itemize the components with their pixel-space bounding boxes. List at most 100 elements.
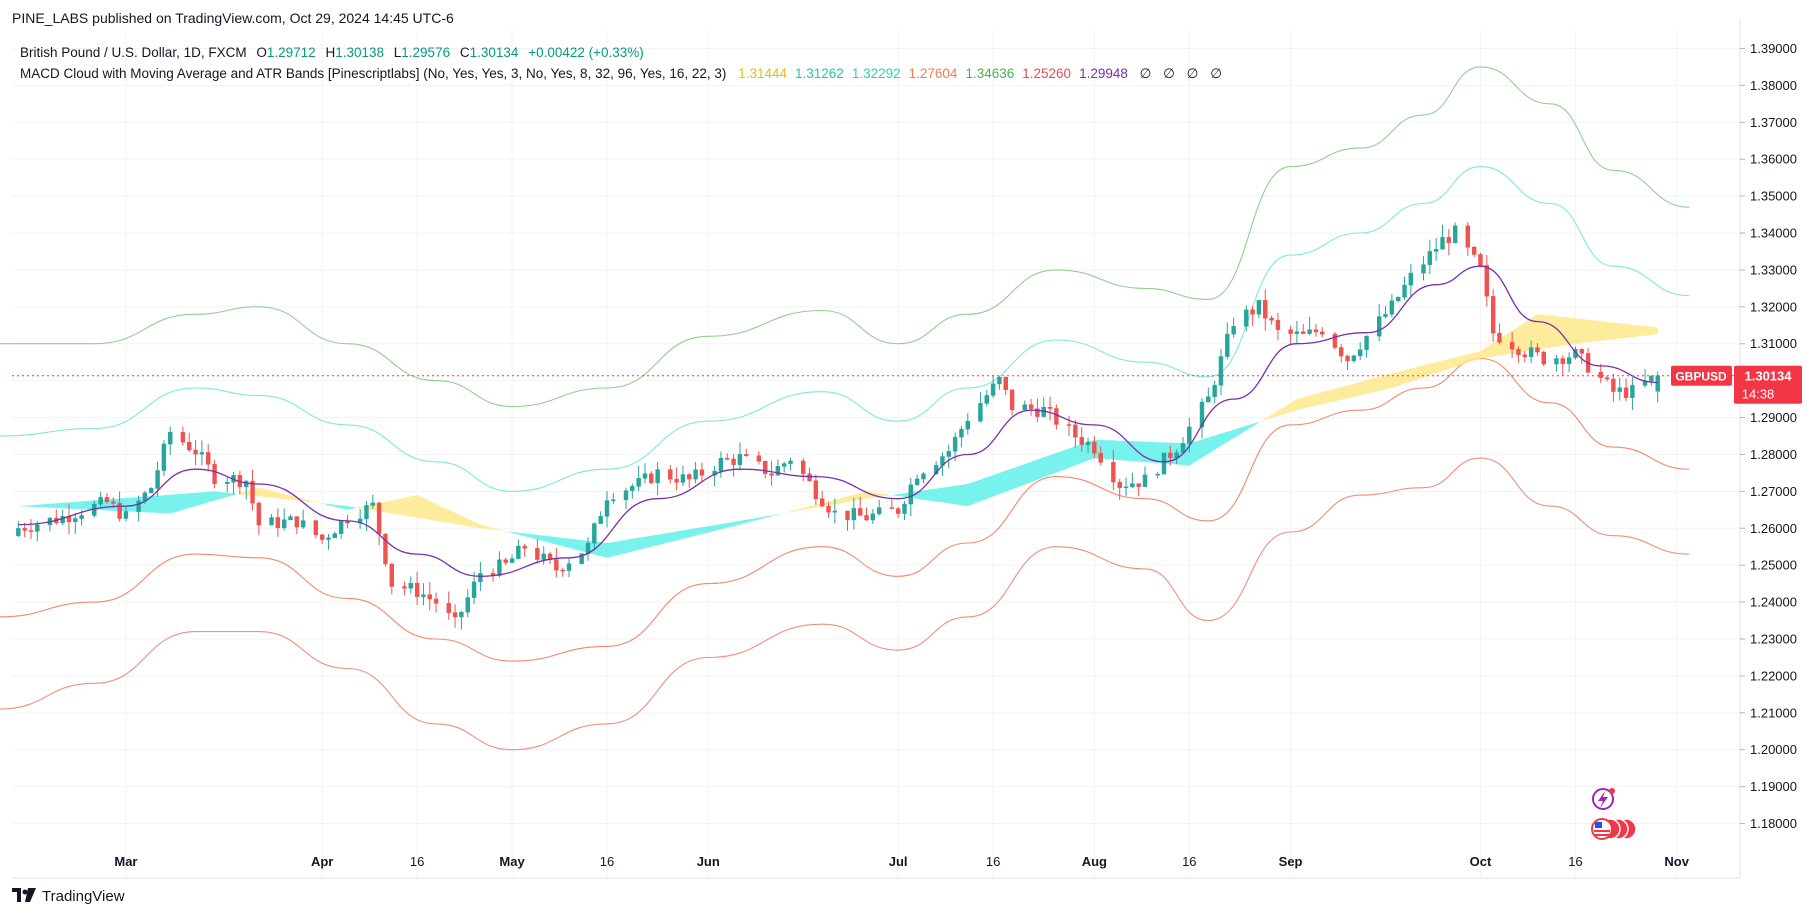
candle-body	[889, 507, 895, 509]
candle-body	[1117, 481, 1122, 488]
candlesticks	[16, 222, 1660, 630]
candle-body	[1623, 387, 1629, 398]
candle-body	[1376, 316, 1382, 337]
candle-body	[737, 454, 743, 465]
candle-body	[908, 484, 914, 505]
y-tick-label: 1.24000	[1750, 595, 1797, 610]
lightning-icon[interactable]	[1592, 788, 1615, 810]
candle-body	[870, 513, 876, 521]
candle-body	[427, 594, 432, 600]
candle-body	[1054, 408, 1059, 425]
us-uk-flags-icon[interactable]	[1591, 818, 1637, 840]
cloud-bull-segment	[891, 420, 1263, 507]
candle-body	[1339, 347, 1344, 357]
candle-body	[1490, 295, 1496, 334]
footer-brand[interactable]: TradingView	[42, 888, 125, 905]
x-tick-label: Sep	[1279, 854, 1303, 869]
candle-body	[1212, 384, 1217, 397]
indicator-value: 1.29948	[1079, 66, 1128, 81]
candle-body	[902, 503, 907, 514]
candle-body	[503, 559, 508, 563]
candle-body	[288, 516, 293, 521]
candle-body	[1320, 331, 1325, 335]
candle-body	[1617, 387, 1622, 392]
time-axis[interactable]: Mar Apr 16 May 16 Jun Jul 16 Aug 16 Sep Oct 16 Nov	[114, 854, 1689, 869]
cloud-bear-segment	[360, 495, 506, 532]
y-tick-label: 1.29000	[1750, 410, 1797, 425]
candle-body	[187, 442, 192, 451]
candle-body	[522, 545, 527, 549]
indicator-row: MACD Cloud with Moving Average and ATR B…	[20, 63, 1226, 84]
candle-body	[1218, 356, 1224, 386]
y-tick-label: 1.22000	[1750, 668, 1797, 683]
atr-upper-inner-line	[0, 166, 1690, 492]
candle-body	[123, 511, 129, 519]
candle-body	[16, 528, 21, 536]
indicator-value: 1.32292	[851, 66, 901, 81]
x-tick-label: Oct	[1470, 854, 1492, 869]
candle-body	[636, 478, 641, 487]
candle-body	[168, 432, 173, 445]
y-tick-label: 1.38000	[1750, 78, 1797, 93]
x-tick-label: Aug	[1082, 854, 1107, 869]
candle-body	[250, 480, 255, 504]
candle-body	[402, 586, 407, 589]
candle-body	[281, 519, 287, 529]
candle-body	[1364, 335, 1369, 350]
candle-body	[718, 457, 724, 472]
candle-body	[554, 559, 559, 571]
candle-body	[1123, 486, 1129, 489]
candle-body	[946, 451, 952, 457]
moving-average-line	[18, 265, 1658, 577]
candle-body	[1028, 404, 1034, 409]
candle-body	[598, 516, 603, 524]
candle-body	[142, 492, 148, 502]
candle-body	[243, 480, 249, 488]
indicator-title[interactable]: MACD Cloud with Moving Average and ATR B…	[20, 66, 727, 81]
candle-body	[1516, 348, 1521, 356]
y-tick-label: 1.31000	[1750, 336, 1797, 351]
candle-body	[1206, 396, 1211, 403]
candle-body	[1554, 358, 1559, 365]
candle-body	[788, 460, 793, 464]
candle-body	[978, 403, 983, 422]
candle-body	[1358, 349, 1363, 357]
candle-body	[433, 598, 439, 604]
candle-body	[319, 534, 325, 540]
candle-body	[864, 515, 869, 521]
indicator-value: 1.31444	[738, 66, 788, 81]
candle-body	[1611, 378, 1616, 392]
price-badge-symbol-bg	[1671, 365, 1732, 386]
atr-lower-inner-line	[0, 357, 1690, 662]
candle-body	[579, 553, 584, 564]
candle-body	[1604, 377, 1610, 380]
tradingview-logo-icon[interactable]	[12, 888, 36, 905]
y-tick-label: 1.18000	[1750, 816, 1797, 831]
x-tick-label: Apr	[311, 854, 333, 869]
candle-body	[1465, 225, 1471, 248]
candle-body	[1092, 441, 1097, 454]
indicator-values: 1.31444 1.31262 1.32292 1.27604 1.34636 1.252…	[730, 66, 1128, 81]
candle-body	[1402, 284, 1407, 298]
candle-body	[1452, 225, 1458, 243]
candle-body	[1421, 264, 1426, 274]
candle-body	[1560, 358, 1565, 364]
y-tick-label: 1.25000	[1750, 558, 1797, 573]
candle-body	[98, 497, 103, 505]
candle-body	[1427, 251, 1433, 265]
candle-body	[313, 520, 319, 536]
candle-body	[832, 510, 838, 513]
candle-body	[117, 503, 122, 519]
candle-body	[1301, 331, 1306, 334]
indicator-value: 1.34636	[965, 66, 1015, 81]
candle-body	[275, 517, 281, 529]
x-tick-label: 16	[600, 854, 614, 869]
candle-body	[1161, 452, 1167, 475]
candle-body	[1446, 237, 1452, 243]
chart-icons[interactable]	[1591, 788, 1637, 840]
candle-body	[1022, 404, 1027, 410]
candle-body	[104, 497, 110, 502]
candle-body	[1250, 309, 1255, 315]
symbol-name[interactable]: British Pound / U.S. Dollar, 1D, FXCM	[20, 45, 247, 60]
